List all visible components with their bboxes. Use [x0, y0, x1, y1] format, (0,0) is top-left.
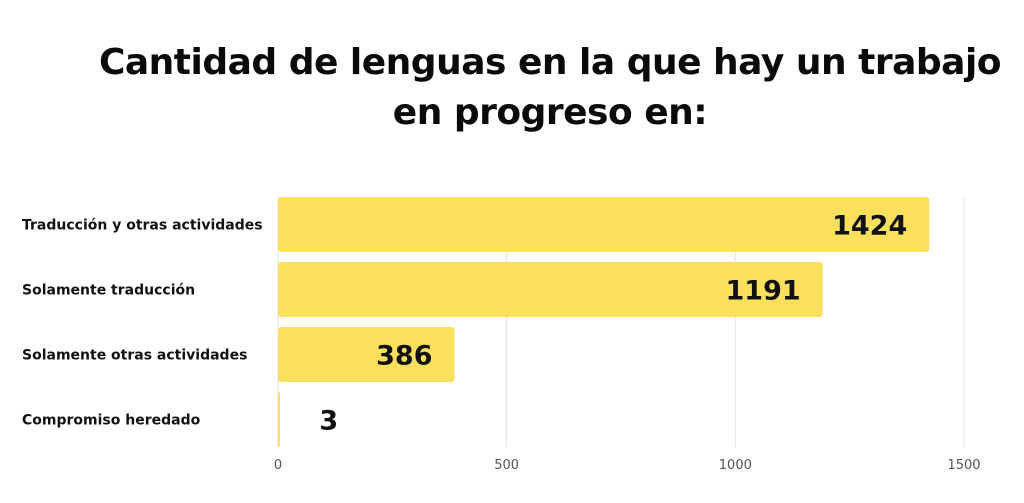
chart-title: Cantidad de lenguas en la que hay un tra…: [0, 38, 1024, 138]
category-label: Solamente otras actividades: [22, 348, 247, 364]
bar: [278, 327, 455, 382]
value-label: 1424: [832, 211, 907, 242]
bar: [278, 262, 823, 317]
category-label: Traducción y otras actividades: [22, 218, 263, 234]
value-label: 1191: [726, 276, 801, 307]
value-label: 3: [319, 406, 338, 437]
x-tick-label: 1500: [947, 458, 980, 473]
chart-title-line-2: en progreso en:: [392, 92, 708, 133]
category-label: Solamente traducción: [22, 283, 195, 299]
category-label: Compromiso heredado: [22, 413, 201, 429]
chart-title-line-1: Cantidad de lenguas en la que hay un tra…: [98, 42, 1002, 83]
x-tick-label: 500: [494, 458, 519, 473]
value-label: 386: [376, 341, 432, 372]
x-tick-label: 1000: [719, 458, 752, 473]
bar: [278, 392, 280, 447]
bar: [278, 197, 930, 252]
x-tick-label: 0: [274, 458, 282, 473]
